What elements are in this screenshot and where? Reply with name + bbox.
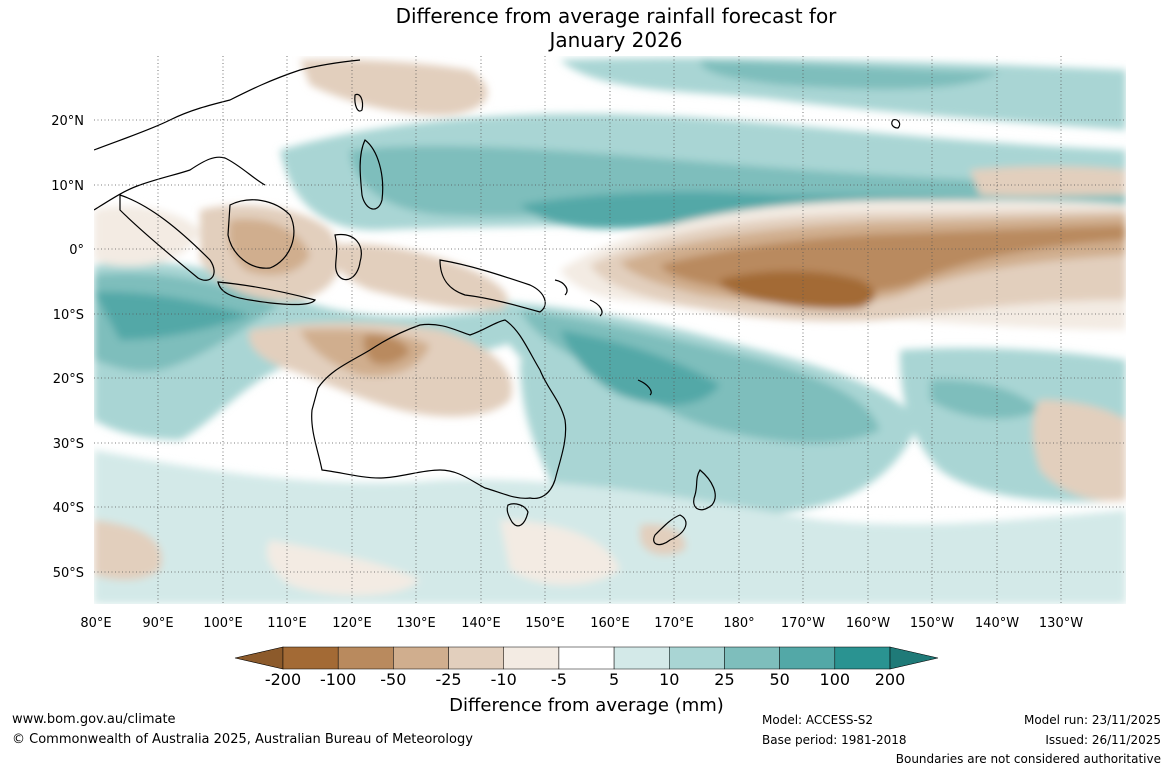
lon-label: 140°W [975, 616, 1019, 631]
lon-label: 130°E [396, 616, 436, 631]
lat-label: 10°N [51, 179, 84, 194]
rainfall-anomaly-map: 20°N 10°N 0° 10°S 20°S 30°S 40°S 50°S 80… [51, 56, 1126, 631]
model-run-text: Model run: 23/11/2025 [1023, 713, 1161, 727]
lon-label: 90°E [142, 616, 173, 631]
colorbar-cell [724, 646, 780, 670]
coastlines [94, 59, 901, 546]
colorbar-cell [282, 646, 339, 670]
graticule [94, 56, 1126, 604]
colorbar-tick-label: -10 [490, 670, 517, 689]
colorbar-tick-label: 10 [659, 670, 680, 689]
map-title: Difference from average rainfall forecas… [0, 4, 1173, 52]
lon-label: 160°W [846, 616, 890, 631]
colorbar-tick-label: 25 [714, 670, 735, 689]
lon-label: 150°E [525, 616, 565, 631]
lat-label: 30°S [53, 437, 84, 452]
colorbar-tick-label: 200 [874, 670, 906, 689]
colorbar-cell [337, 646, 394, 670]
colorbar-extend-low [234, 646, 284, 670]
base-period-text: Base period: 1981-2018 [762, 733, 907, 747]
copyright-text: © Commonwealth of Australia 2025, Austra… [12, 732, 473, 747]
colorbar-tick-label: -200 [264, 670, 302, 689]
lat-label: 40°S [53, 501, 84, 516]
colorbar-tick-label: -5 [550, 670, 567, 689]
lat-label: 20°N [51, 114, 84, 129]
map-title-line2: January 2026 [549, 28, 683, 52]
website-text: www.bom.gov.au/climate [12, 712, 176, 727]
colorbar-cell [503, 646, 560, 670]
colorbar-tick-label: -50 [380, 670, 407, 689]
colorbar-cell [834, 646, 891, 670]
lon-label: 170°E [654, 616, 694, 631]
colorbar-cell [613, 646, 670, 670]
lon-label: 110°E [267, 616, 307, 631]
colorbar-cell [448, 646, 504, 670]
issued-text: Issued: 26/11/2025 [1045, 733, 1161, 747]
lon-label: 160°E [590, 616, 630, 631]
colorbar-tick-label: 5 [608, 670, 620, 689]
lat-label: 20°S [53, 372, 84, 387]
colorbar-cell [393, 646, 449, 670]
lon-label: 180° [723, 616, 754, 631]
colorbar-tick-label: 50 [769, 670, 790, 689]
lat-label: 0° [69, 243, 84, 258]
colorbar-tick-label: 100 [819, 670, 851, 689]
disclaimer-text: Boundaries are not considered authoritat… [895, 752, 1161, 766]
map-title-line1: Difference from average rainfall forecas… [395, 4, 837, 28]
colorbar-cell [558, 646, 615, 670]
colorbar-cell [779, 646, 836, 670]
colorbar-label: Difference from average (mm) [449, 695, 724, 716]
lon-label: 130°W [1039, 616, 1083, 631]
colorbar [234, 646, 939, 670]
colorbar-tick-label: -25 [435, 670, 462, 689]
colorbar-cell [669, 646, 725, 670]
colorbar-extend-high [889, 646, 939, 670]
lon-label: 150°W [910, 616, 954, 631]
lat-label: 50°S [53, 566, 84, 581]
lon-label: 170°W [781, 616, 825, 631]
lon-label: 80°E [80, 616, 111, 631]
lon-label: 140°E [461, 616, 501, 631]
lat-label: 10°S [53, 308, 84, 323]
lon-label: 120°E [332, 616, 372, 631]
colorbar-tick-label: -100 [320, 670, 357, 689]
anomaly-field [94, 58, 1126, 604]
model-text: Model: ACCESS-S2 [762, 713, 874, 727]
lon-label: 100°E [203, 616, 243, 631]
